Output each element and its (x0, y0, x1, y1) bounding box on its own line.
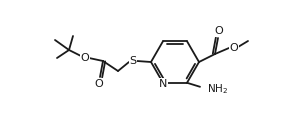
Text: N: N (159, 79, 167, 89)
Text: O: O (215, 26, 223, 36)
Text: O: O (81, 53, 89, 63)
Text: O: O (95, 79, 103, 89)
Text: NH$_2$: NH$_2$ (207, 82, 228, 96)
Text: O: O (230, 43, 238, 53)
Text: S: S (129, 56, 137, 66)
